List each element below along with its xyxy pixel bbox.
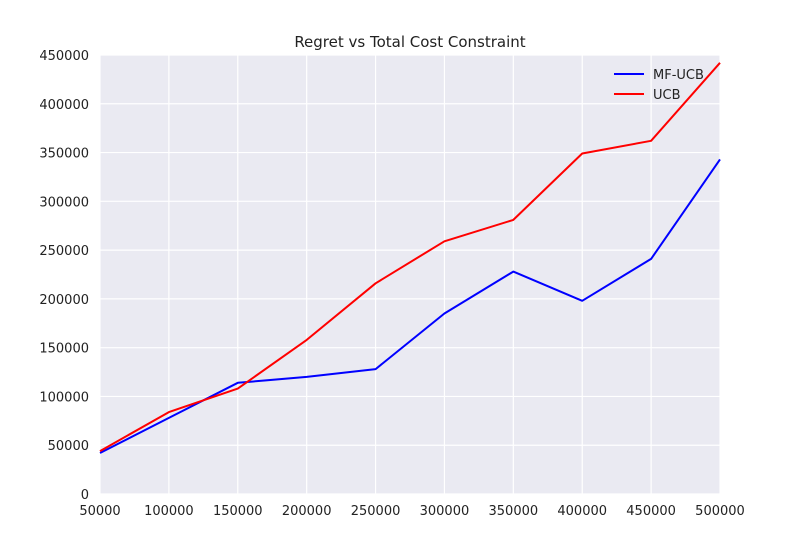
y-tick-label: 200000 (39, 293, 89, 308)
x-tick-label: 100000 (144, 504, 194, 519)
x-tick-label: 350000 (489, 504, 539, 519)
y-tick-label: 350000 (39, 147, 89, 162)
legend-label: MF-UCB (653, 68, 704, 83)
plot-background (100, 55, 720, 494)
y-tick-label: 250000 (39, 244, 89, 259)
y-tick-labels: 0 50000 100000 150000 200000 250000 300000 3500… (39, 49, 89, 503)
y-tick-label: 50000 (48, 439, 89, 454)
grid-lines (99, 54, 721, 495)
x-tick-label: 50000 (79, 504, 120, 519)
y-tick-label: 150000 (39, 342, 89, 357)
chart-title: Regret vs Total Cost Constraint (294, 33, 525, 51)
y-tick-label: 0 (81, 488, 89, 503)
y-tick-label: 100000 (39, 390, 89, 405)
x-tick-label: 400000 (557, 504, 607, 519)
series-lines (99, 62, 721, 454)
y-tick-label: 300000 (39, 195, 89, 210)
x-tick-label: 150000 (213, 504, 263, 519)
x-tick-label: 250000 (351, 504, 401, 519)
legend-label: UCB (653, 88, 681, 103)
x-tick-labels: 50000 100000 150000 200000 250000 300000 35000… (79, 504, 745, 519)
y-tick-label: 450000 (39, 49, 89, 64)
x-tick-label: 300000 (420, 504, 470, 519)
x-tick-label: 200000 (282, 504, 332, 519)
legend: MF-UCB UCB (614, 68, 704, 103)
series-line-ucb (99, 62, 721, 452)
x-tick-label: 450000 (626, 504, 676, 519)
x-tick-label: 500000 (695, 504, 745, 519)
y-tick-label: 400000 (39, 98, 89, 113)
